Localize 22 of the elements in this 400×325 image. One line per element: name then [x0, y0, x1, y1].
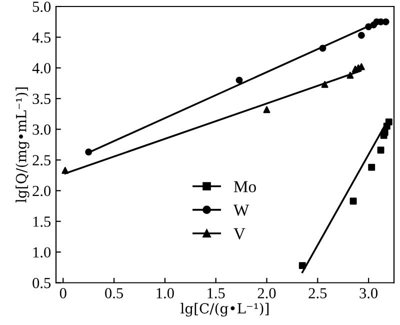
x-tick-label: 1.0	[156, 288, 174, 298]
y-tick-label: 4.0	[32, 63, 51, 74]
legend-label: V	[234, 228, 246, 240]
x-tick-label: 1.5	[208, 288, 225, 298]
y-tick-label: 5.0	[32, 2, 51, 12]
y-tick-label: 0.5	[32, 278, 51, 288]
x-tick-label: 2.0	[258, 288, 276, 298]
y-tick-label: 4.5	[32, 32, 51, 43]
y-tick-label: 3.0	[32, 124, 51, 135]
x-tick-label: 3.0	[360, 288, 378, 298]
x-tick-label: 2.5	[308, 288, 327, 298]
legend-label: Mo	[234, 181, 256, 192]
y-tick-label: 2.5	[32, 155, 51, 166]
y-tick-label: 1.0	[33, 247, 51, 258]
x-axis-title: lg[C/(g•L⁻¹)]	[180, 302, 269, 316]
y-tick-label: 2.0	[32, 186, 51, 196]
legend-label: W	[233, 204, 250, 216]
y-tick-label: 1.5	[33, 216, 51, 227]
x-tick-label: 0.5	[105, 288, 123, 298]
y-axis-title: lg[Q/(mg•mL⁻¹)]	[16, 88, 30, 203]
y-tick-label: 3.5	[32, 94, 51, 104]
x-tick-label: 0	[60, 288, 66, 298]
